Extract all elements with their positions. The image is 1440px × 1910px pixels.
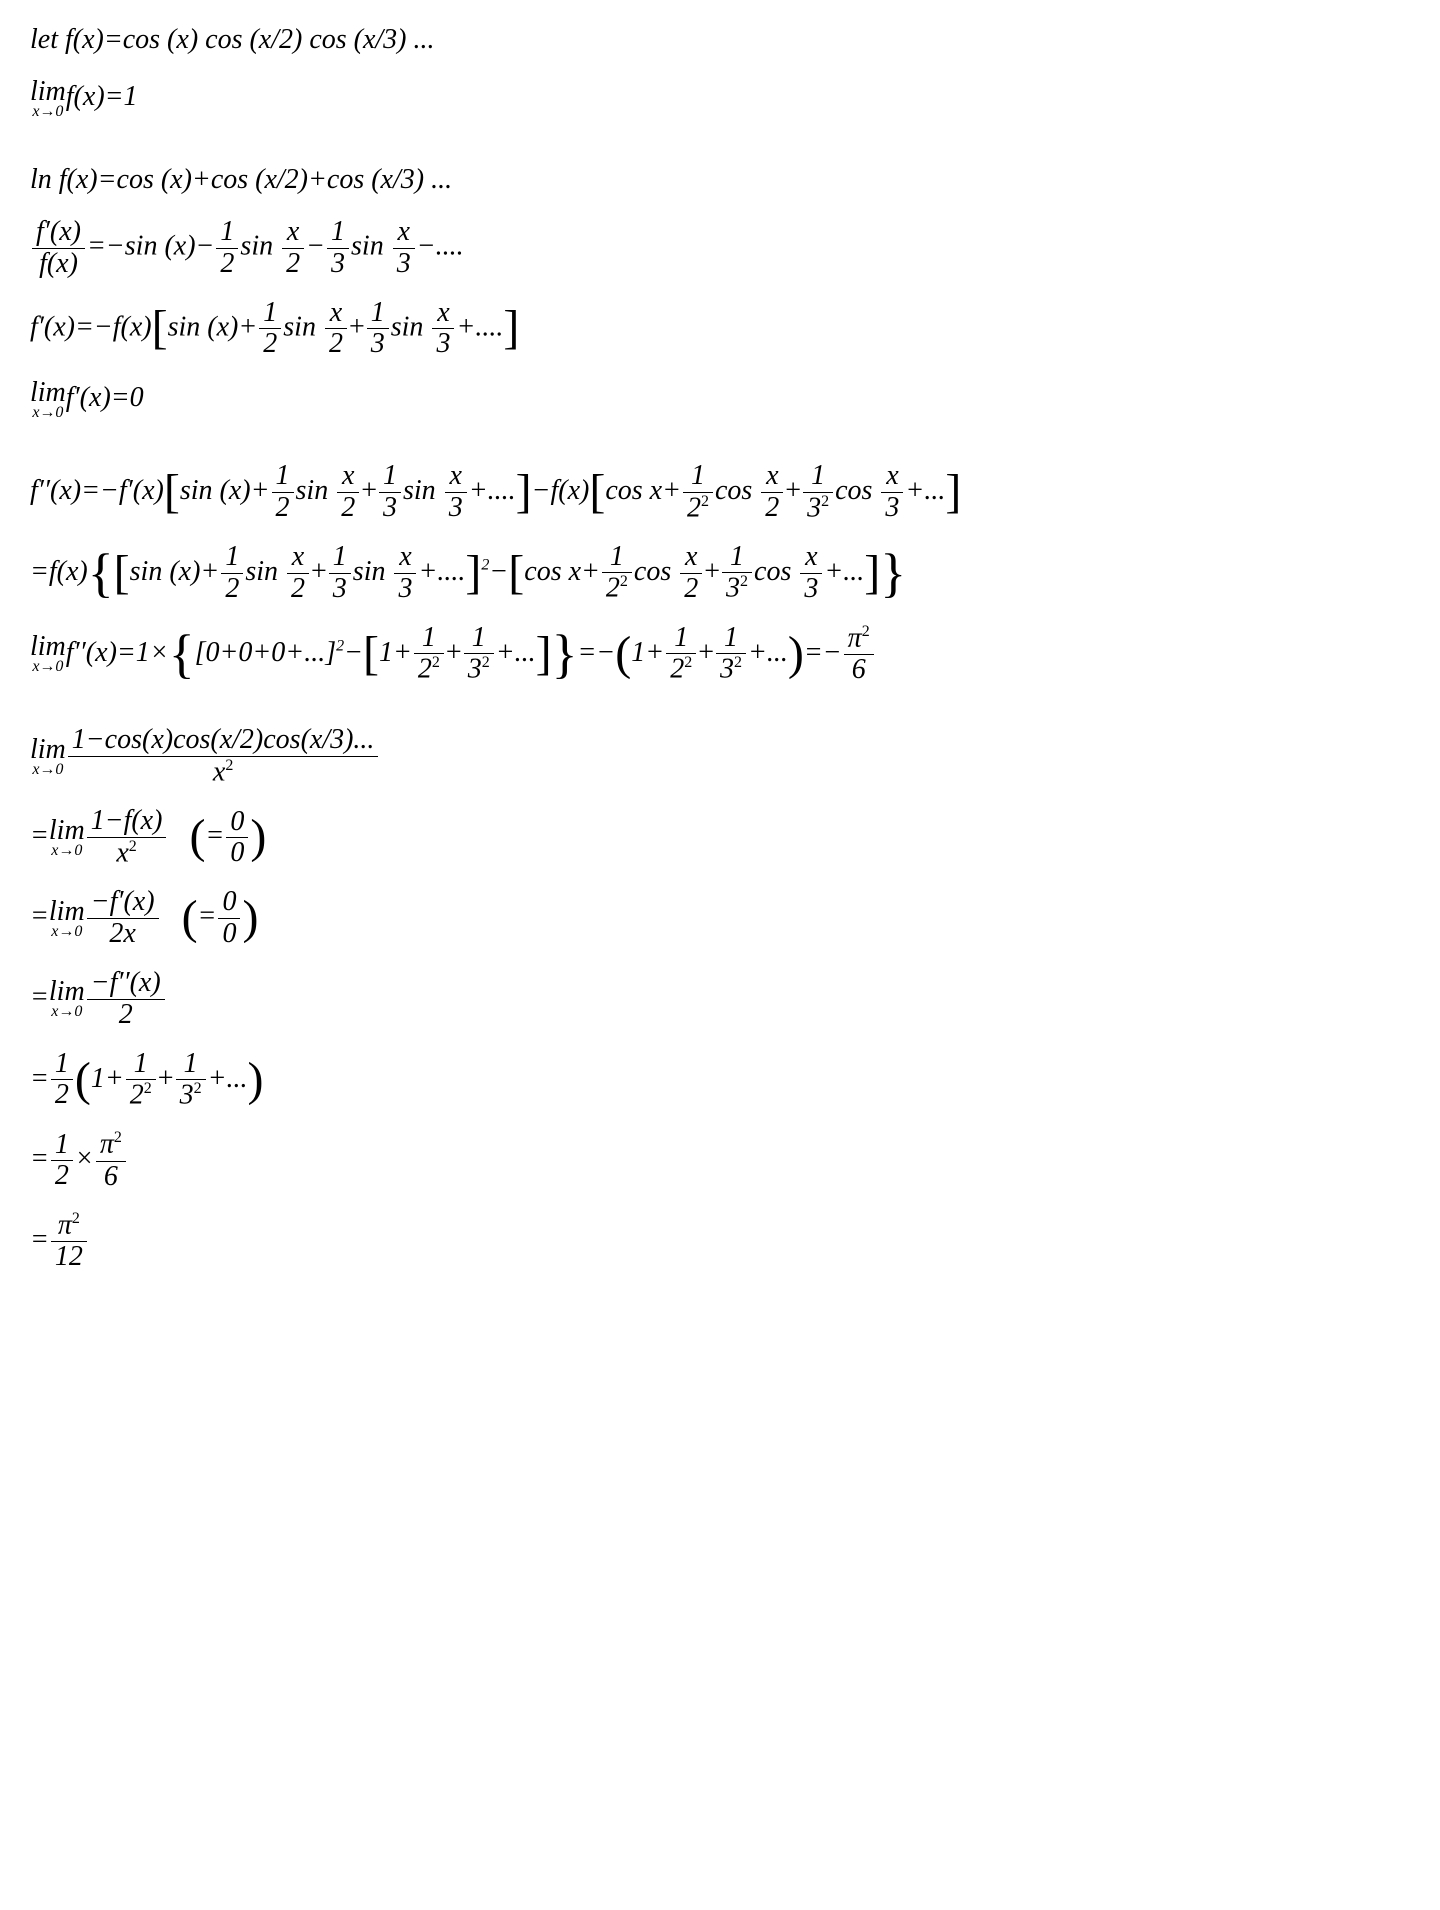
line-6: lim x→0 f′(x)=0 xyxy=(30,378,1410,421)
text: ln f(x)=cos (x)+cos (x/2)+cos (x/3) ... xyxy=(30,164,452,195)
line-3: ln f(x)=cos (x)+cos (x/2)+cos (x/3) ... xyxy=(30,160,1410,199)
line-9: lim x→0 f′′(x)=1×{[0+0+0+...]2−[1+ 1 22 … xyxy=(30,623,1410,686)
limit-expr: lim x→0 xyxy=(30,379,66,421)
fraction: f′(x) f(x) xyxy=(32,217,85,280)
line-12: = lim x→0 −f′(x) 2x (= 0 0 ) xyxy=(30,887,1410,950)
text: let f(x)=cos (x) cos (x/2) cos (x/3) ... xyxy=(30,24,435,55)
line-2: lim x→0 f(x)=1 xyxy=(30,77,1410,120)
line-14: = 1 2 (1+ 1 22 + 1 32 +...) xyxy=(30,1049,1410,1112)
line-15: = 1 2 × π2 6 xyxy=(30,1129,1410,1192)
limit-expr: lim x→0 xyxy=(30,78,66,120)
line-1: let f(x)=cos (x) cos (x/2) cos (x/3) ... xyxy=(30,20,1410,59)
line-13: = lim x→0 −f′′(x) 2 xyxy=(30,968,1410,1031)
line-8: =f(x){[sin (x)+ 1 2 sin x 2 + 1 3 sin x … xyxy=(30,542,1410,605)
line-11: = lim x→0 1−f(x) x2 (= 0 0 ) xyxy=(30,806,1410,869)
line-4: f′(x) f(x) =−sin (x)− 1 2 sin x 2 − 1 3 … xyxy=(30,217,1410,280)
text: f(x)=1 xyxy=(66,81,138,112)
line-5: f′(x)=−f(x)[sin (x)+ 1 2 sin x 2 + 1 3 s… xyxy=(30,298,1410,361)
line-7: f′′(x)=−f′(x)[sin (x)+ 1 2 sin x 2 + 1 3… xyxy=(30,461,1410,524)
line-10: lim x→0 1−cos(x)cos(x/2)cos(x/3)... x2 xyxy=(30,725,1410,788)
line-16: = π2 12 xyxy=(30,1210,1410,1273)
